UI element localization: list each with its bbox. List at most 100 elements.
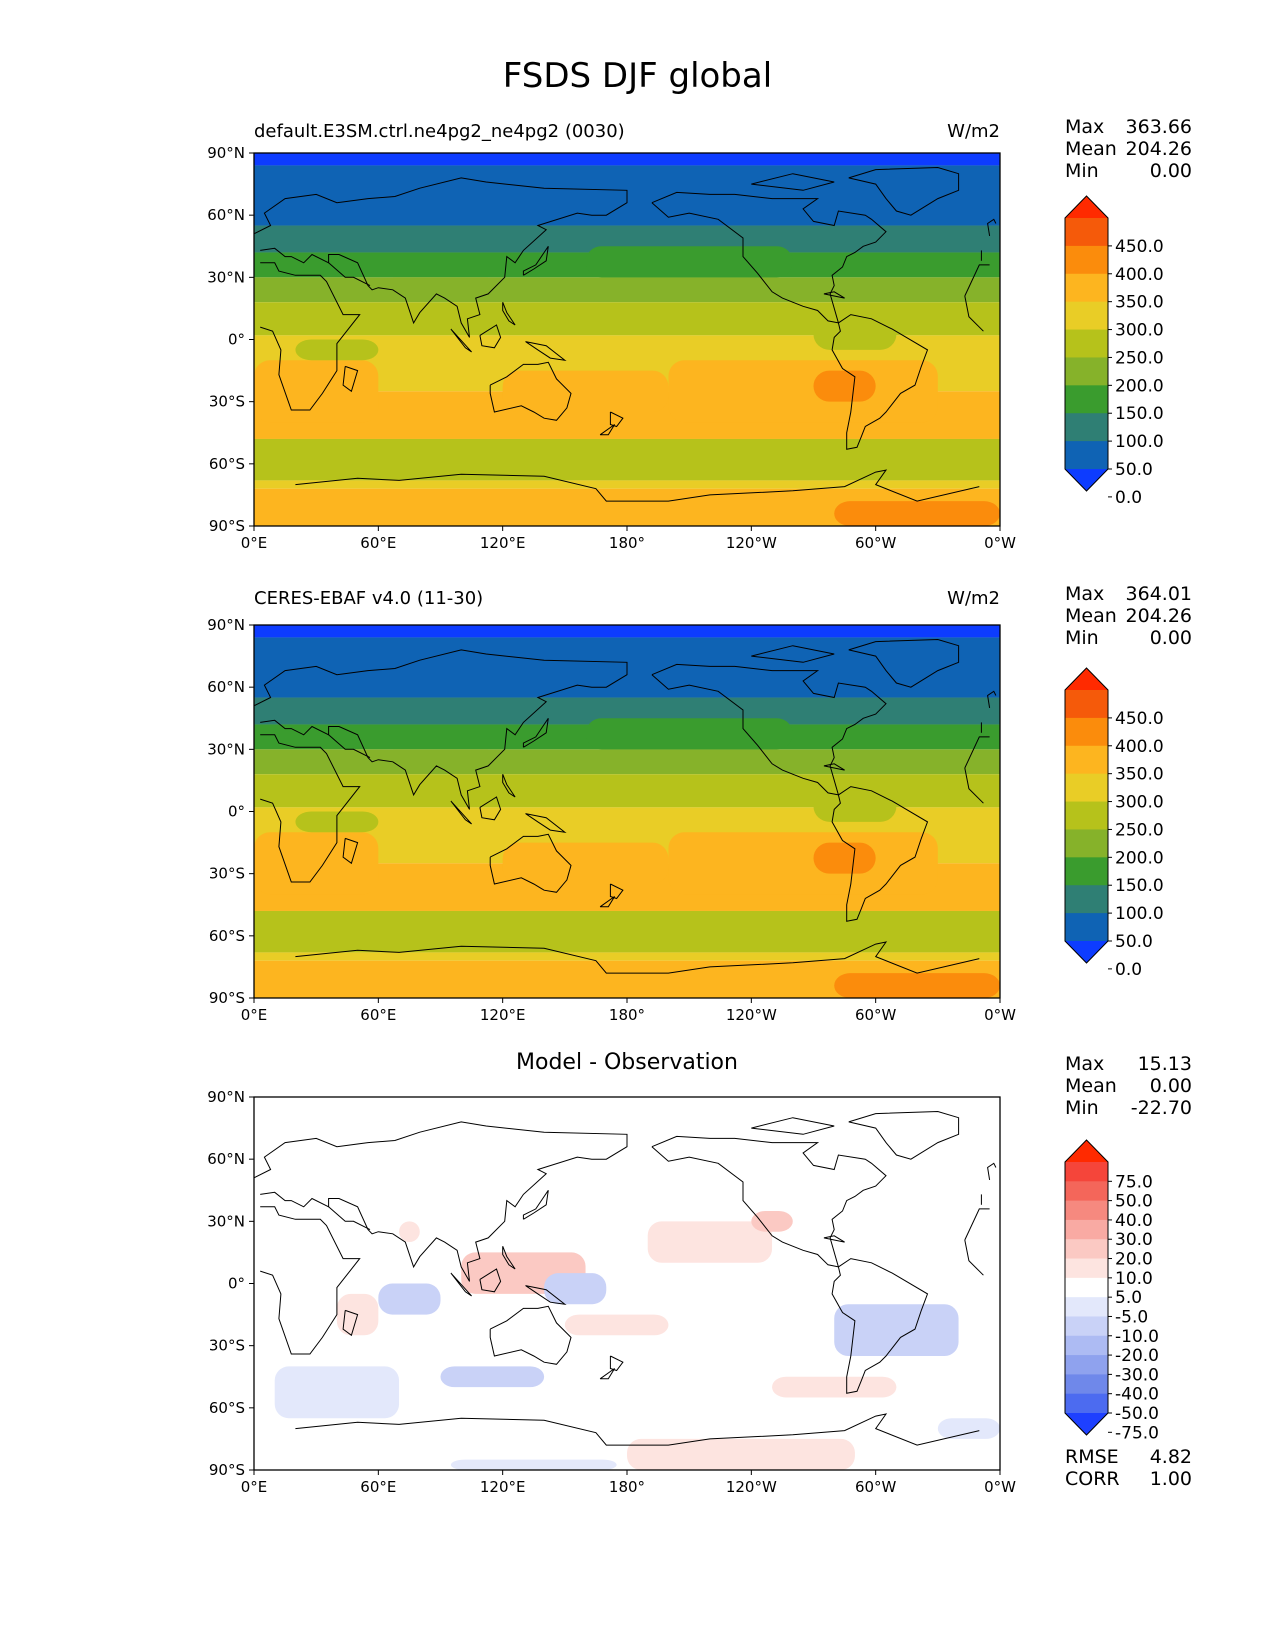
colorbar-level-label: -10.0: [1115, 1327, 1159, 1347]
field-patch: [834, 973, 1000, 998]
colorbar-level-label: 20.0: [1115, 1250, 1153, 1270]
colorbar-level-label: -20.0: [1115, 1346, 1159, 1366]
stat-min: Min 0.00: [1065, 627, 1192, 649]
lon-tick-label: 120°E: [480, 1006, 526, 1024]
lat-tick-label: 60°N: [207, 678, 245, 696]
colorbar-level-label: 40.0: [1115, 1211, 1153, 1231]
field-band: [254, 438, 1000, 481]
field-patch: [502, 370, 669, 413]
colorbar-extend-top: [1065, 196, 1108, 218]
field-band: [254, 153, 1000, 166]
stat-value: 0.00: [1149, 627, 1192, 649]
colorbar-level-label: 0.0: [1115, 488, 1142, 508]
stat-key: Min: [1065, 160, 1099, 182]
stat-max: Max 363.66: [1065, 116, 1192, 138]
lat-tick-label: 30°S: [209, 393, 245, 411]
figure-title: FSDS DJF global: [502, 56, 773, 96]
field-band: [254, 952, 1000, 961]
lon-tick-label: 60°E: [360, 1478, 396, 1496]
stat-max: Max 364.01: [1065, 583, 1192, 605]
stats-box: Max 364.01 Mean 204.26 Min 0.00: [1065, 583, 1192, 649]
colorbar-level-label: -50.0: [1115, 1404, 1159, 1424]
field-patch: [813, 370, 876, 402]
lon-tick-label: 60°W: [855, 1006, 897, 1024]
stat-value: 0.00: [1149, 160, 1192, 182]
lat-tick-label: 90°N: [207, 144, 245, 162]
colorbar-level-label: 0.0: [1115, 960, 1142, 980]
anomaly-patch: [378, 1283, 441, 1315]
field-patch: [378, 277, 503, 299]
lon-tick-label: 60°E: [360, 1006, 396, 1024]
colorbar-segment: [1065, 829, 1108, 858]
lat-tick-label: 0°: [228, 331, 245, 349]
lat-tick-label: 60°S: [209, 1399, 245, 1417]
lon-tick-label: 120°E: [480, 1478, 526, 1496]
field-band: [254, 749, 1000, 775]
lat-tick-label: 0°: [228, 803, 245, 821]
field-patch: [502, 842, 669, 885]
stat-min: Min 0.00: [1065, 160, 1192, 182]
lat-tick-label: 90°N: [207, 616, 245, 634]
stat-min: Min -22.70: [1065, 1097, 1192, 1119]
colorbar-segment: [1065, 218, 1108, 247]
lat-tick-label: 60°N: [207, 1150, 245, 1168]
lon-tick-label: 0°W: [984, 534, 1016, 552]
colorbar-level-label: 100.0: [1115, 904, 1164, 924]
stat-rmse: RMSE 4.82: [1065, 1446, 1192, 1468]
lon-tick-label: 60°W: [855, 1478, 897, 1496]
lat-tick-label: 30°S: [209, 865, 245, 883]
stat-mean: Mean 0.00: [1065, 1075, 1192, 1097]
lat-tick-label: 90°S: [209, 1461, 245, 1479]
colorbar-level-label: 10.0: [1115, 1269, 1153, 1289]
colorbar-level-label: 200.0: [1115, 848, 1164, 868]
colorbar-segment: [1065, 1277, 1108, 1298]
colorbar-level-label: 450.0: [1115, 237, 1164, 257]
field-patch: [585, 246, 793, 278]
colorbar-segment: [1065, 885, 1108, 914]
colorbar-segment: [1065, 913, 1108, 942]
lon-tick-label: 0°W: [984, 1006, 1016, 1024]
lat-tick-label: 90°S: [209, 989, 245, 1007]
anomaly-patch: [544, 1273, 607, 1305]
colorbar-segment: [1065, 1316, 1108, 1337]
lat-tick-label: 30°N: [207, 740, 245, 758]
field-fill: [254, 1097, 1000, 1470]
units-label: W/m2: [947, 588, 1000, 609]
lat-tick-label: 60°S: [209, 455, 245, 473]
colorbar-segment: [1065, 1374, 1108, 1395]
colorbar-segment: [1065, 385, 1108, 414]
colorbar-level-label: 150.0: [1115, 404, 1164, 424]
lon-tick-label: 0°W: [984, 1478, 1016, 1496]
colorbar-segment: [1065, 1239, 1108, 1260]
colorbar-level-label: 350.0: [1115, 765, 1164, 785]
lon-tick-label: 180°: [609, 1478, 645, 1496]
colorbar-segment: [1065, 801, 1108, 830]
anomaly-patch: [274, 1366, 400, 1419]
stat-key: Min: [1065, 627, 1099, 649]
colorbar-level-label: 250.0: [1115, 820, 1164, 840]
colorbar-segment: [1065, 857, 1108, 886]
panel-obs: 90°N 60°N 30°N 0° 30°S 60°S 90°S 0°E 60°E 120°E 18…: [0, 0, 1275, 1024]
colorbar-segment: [1065, 1258, 1108, 1279]
colorbar-level-label: 150.0: [1115, 876, 1164, 896]
diff-title: Model - Observation: [516, 1050, 738, 1075]
lat-tick-label: 90°S: [209, 517, 245, 535]
field-patch: [378, 749, 503, 771]
anomaly-patch: [937, 1418, 1000, 1439]
lon-tick-label: 0°E: [241, 534, 268, 552]
anomaly-patch: [399, 1221, 420, 1243]
stat-value: 1.00: [1149, 1468, 1192, 1490]
stat-key: Max: [1065, 583, 1105, 605]
panel-model: 90°N 60°N 30°N 0° 30°S 60°S 90°S 0°E 60°E 120°E 18…: [0, 0, 1275, 552]
colorbar-level-label: 350.0: [1115, 293, 1164, 313]
colorbar-level-label: 450.0: [1115, 709, 1164, 729]
stat-corr: CORR 1.00: [1065, 1468, 1192, 1490]
colorbar-segment: [1065, 1162, 1108, 1182]
stat-value: 364.01: [1125, 583, 1192, 605]
stat-key: RMSE: [1065, 1446, 1119, 1468]
stat-key: Max: [1065, 1053, 1105, 1075]
anomaly-patch: [627, 1438, 855, 1470]
colorbar-extend-top: [1065, 668, 1108, 690]
